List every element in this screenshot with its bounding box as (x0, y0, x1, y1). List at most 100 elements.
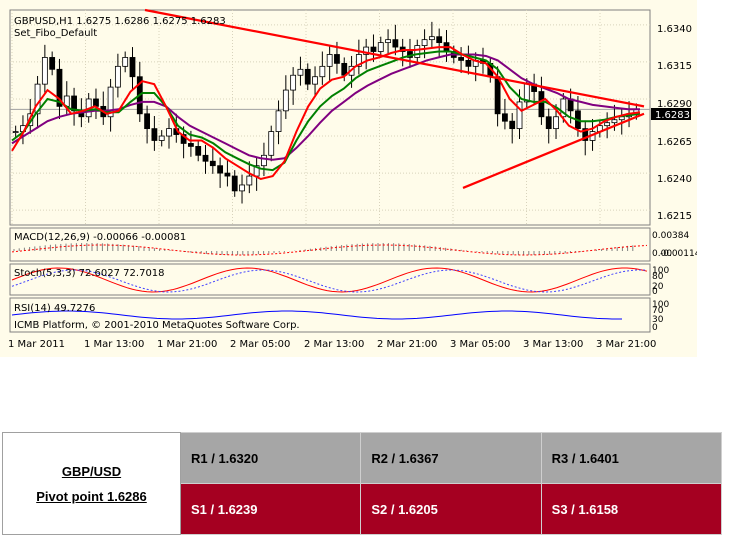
candle-body (166, 128, 172, 137)
candle-body (392, 39, 399, 48)
pivot-point: Pivot point 1.6286 (36, 488, 147, 504)
time-tick: 2 Mar 21:00 (377, 339, 437, 350)
time-tick: 1 Mar 21:00 (157, 339, 217, 350)
copyright-label: ICMB Platform, © 2001-2010 MetaQuotes So… (14, 320, 300, 331)
indicator-header: Set_Fibo_Default (14, 28, 97, 39)
r1-cell: R1 / 1.6320 (179, 432, 362, 484)
candle-body (436, 36, 443, 44)
ma-slow-line (11, 53, 640, 161)
rsi-tick: 100 (652, 300, 669, 310)
candle-body (355, 54, 362, 67)
rsi-tick: 0 (652, 323, 658, 333)
candle-body (202, 154, 209, 162)
candle-body (56, 68, 63, 107)
stoch-label: Stoch(5,3,3) 72.6027 72.7018 (14, 268, 165, 279)
stoch-tick: 80 (652, 272, 664, 282)
candle-body (414, 45, 421, 58)
candle-body (114, 65, 121, 88)
candle-body (494, 76, 501, 115)
stoch-frame (9, 263, 651, 296)
candle-body (107, 86, 114, 118)
candle-body (209, 160, 216, 167)
candle-body (261, 154, 267, 167)
rsi-tick: 30 (652, 315, 664, 325)
candle-body (49, 57, 56, 70)
candle-body (144, 113, 150, 130)
candle-body (560, 98, 567, 118)
sub-indicators (11, 243, 648, 320)
trendlines (144, 8, 645, 189)
time-tick: 3 Mar 13:00 (523, 339, 583, 350)
macd-tick: 0.00 (652, 249, 672, 259)
price-tick: 1.6240 (657, 174, 692, 185)
rsi-label: RSI(14) 49.7276 (14, 303, 95, 314)
candle-body (12, 131, 19, 133)
macd-tick: 0.00384 (652, 231, 689, 241)
stoch-tick: 100 (652, 266, 669, 276)
price-tick: 1.6290 (657, 99, 692, 110)
ma-fast-line (11, 46, 641, 181)
price-tick: 1.6265 (657, 137, 692, 148)
candle-body (363, 46, 370, 55)
macd-tick: -0.00114 (660, 249, 697, 259)
stoch-tick: 0 (652, 287, 658, 297)
symbol-header: GBPUSD,H1 1.6275 1.6286 1.6275 1.6283 (14, 16, 226, 27)
candle-body (129, 57, 136, 78)
candle-body (41, 57, 48, 85)
stoch-main (11, 267, 648, 293)
s1-cell: S1 / 1.6239 (179, 483, 362, 535)
candle-body (93, 98, 99, 107)
candle-body (312, 76, 318, 85)
candle-body (377, 42, 384, 52)
candle-body (538, 91, 545, 118)
candle-body (319, 65, 326, 78)
time-tick: 3 Mar 21:00 (596, 339, 656, 350)
candle-body (334, 54, 340, 64)
macd-frame (9, 227, 651, 262)
stoch-signal (11, 269, 648, 293)
candle-body (611, 119, 618, 124)
candle-body (290, 74, 297, 91)
candle-body (458, 57, 464, 61)
candle-body (195, 146, 202, 156)
time-tick: 1 Mar 2011 (8, 339, 65, 350)
candle-body (502, 113, 508, 122)
time-tick: 2 Mar 05:00 (230, 339, 290, 350)
r3-cell: R3 / 1.6401 (540, 432, 723, 484)
candle-body (246, 175, 253, 186)
candle-body (122, 57, 129, 67)
candle-body (151, 128, 158, 141)
trendline (144, 8, 645, 108)
price-tick: 1.6340 (657, 24, 692, 35)
r2-cell: R2 / 1.6367 (360, 432, 542, 484)
candle-body (582, 128, 589, 141)
trendline (462, 112, 645, 189)
candle-body (188, 143, 194, 147)
candle-body (268, 131, 275, 156)
candle-body (421, 39, 428, 46)
candle-body (282, 89, 289, 112)
price-chart[interactable]: GBPUSD,H1 1.6275 1.6286 1.6275 1.6283 Se… (0, 0, 697, 357)
candle-body (239, 184, 245, 192)
rsi-frame (9, 297, 651, 333)
s2-cell: S2 / 1.6205 (360, 483, 542, 535)
time-tick: 2 Mar 13:00 (304, 339, 364, 350)
candle-body (604, 122, 611, 127)
candle-body (304, 68, 311, 85)
current-price-label: 1.6283 (655, 110, 690, 121)
time-tick: 3 Mar 05:00 (450, 339, 510, 350)
candle-body (516, 101, 523, 130)
pair-name: GBP/USD (61, 463, 122, 479)
rsi-tick: 70 (652, 306, 664, 316)
price-tick: 1.6315 (657, 61, 692, 72)
candle-body (231, 175, 238, 192)
candle-body (553, 116, 559, 130)
candle-body (509, 120, 516, 130)
candle-body (326, 54, 333, 67)
stoch-tick: 20 (652, 282, 664, 292)
candle-body (217, 165, 224, 174)
pair-cell: GBP/USD Pivot point 1.6286 (2, 432, 181, 535)
s3-cell: S3 / 1.6158 (540, 483, 723, 535)
moving-averages (11, 46, 641, 181)
candle-body (385, 39, 391, 44)
